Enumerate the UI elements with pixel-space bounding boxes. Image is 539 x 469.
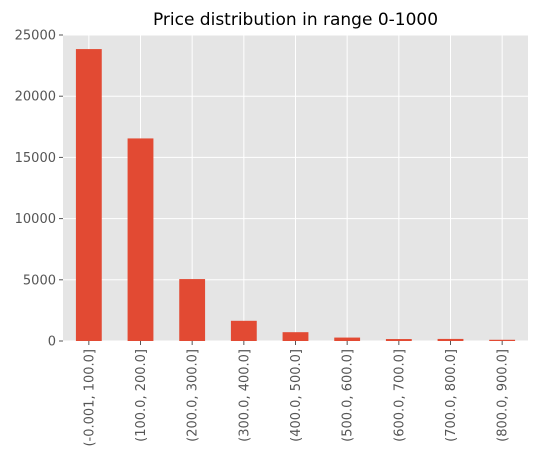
bar bbox=[282, 332, 309, 341]
bar bbox=[334, 337, 361, 341]
y-axis: 0 5000 10000 15000 20000 25000 bbox=[15, 29, 63, 350]
bars bbox=[75, 49, 516, 342]
x-tick-label: (600.0, 700.0] bbox=[392, 349, 407, 442]
bar bbox=[437, 338, 464, 341]
y-tick-label: 15000 bbox=[15, 151, 56, 166]
x-tick-label: (800.0, 900.0] bbox=[496, 349, 511, 442]
x-axis: (-0.001, 100.0] (100.0, 200.0] (200.0, 300… bbox=[82, 341, 511, 447]
x-tick-label: (-0.001, 100.0] bbox=[82, 349, 97, 447]
x-tick-label: (200.0, 300.0] bbox=[186, 349, 201, 442]
bar bbox=[127, 138, 154, 341]
y-tick-label: 20000 bbox=[15, 90, 56, 105]
bar bbox=[75, 49, 102, 342]
y-tick-label: 25000 bbox=[15, 29, 56, 44]
y-tick-label: 0 bbox=[48, 335, 56, 350]
bar bbox=[230, 320, 257, 341]
y-tick-label: 5000 bbox=[23, 273, 56, 288]
x-tick-label: (300.0, 400.0] bbox=[237, 349, 252, 442]
x-tick-label: (700.0, 800.0] bbox=[444, 349, 459, 442]
chart-title: Price distribution in range 0-1000 bbox=[153, 10, 438, 30]
x-tick-label: (500.0, 600.0] bbox=[341, 349, 356, 442]
bar bbox=[489, 339, 516, 341]
bar bbox=[385, 339, 412, 341]
y-tick-label: 10000 bbox=[15, 212, 56, 227]
bar bbox=[179, 279, 206, 341]
x-tick-label: (100.0, 200.0] bbox=[134, 349, 149, 442]
x-tick-label: (400.0, 500.0] bbox=[289, 349, 304, 442]
